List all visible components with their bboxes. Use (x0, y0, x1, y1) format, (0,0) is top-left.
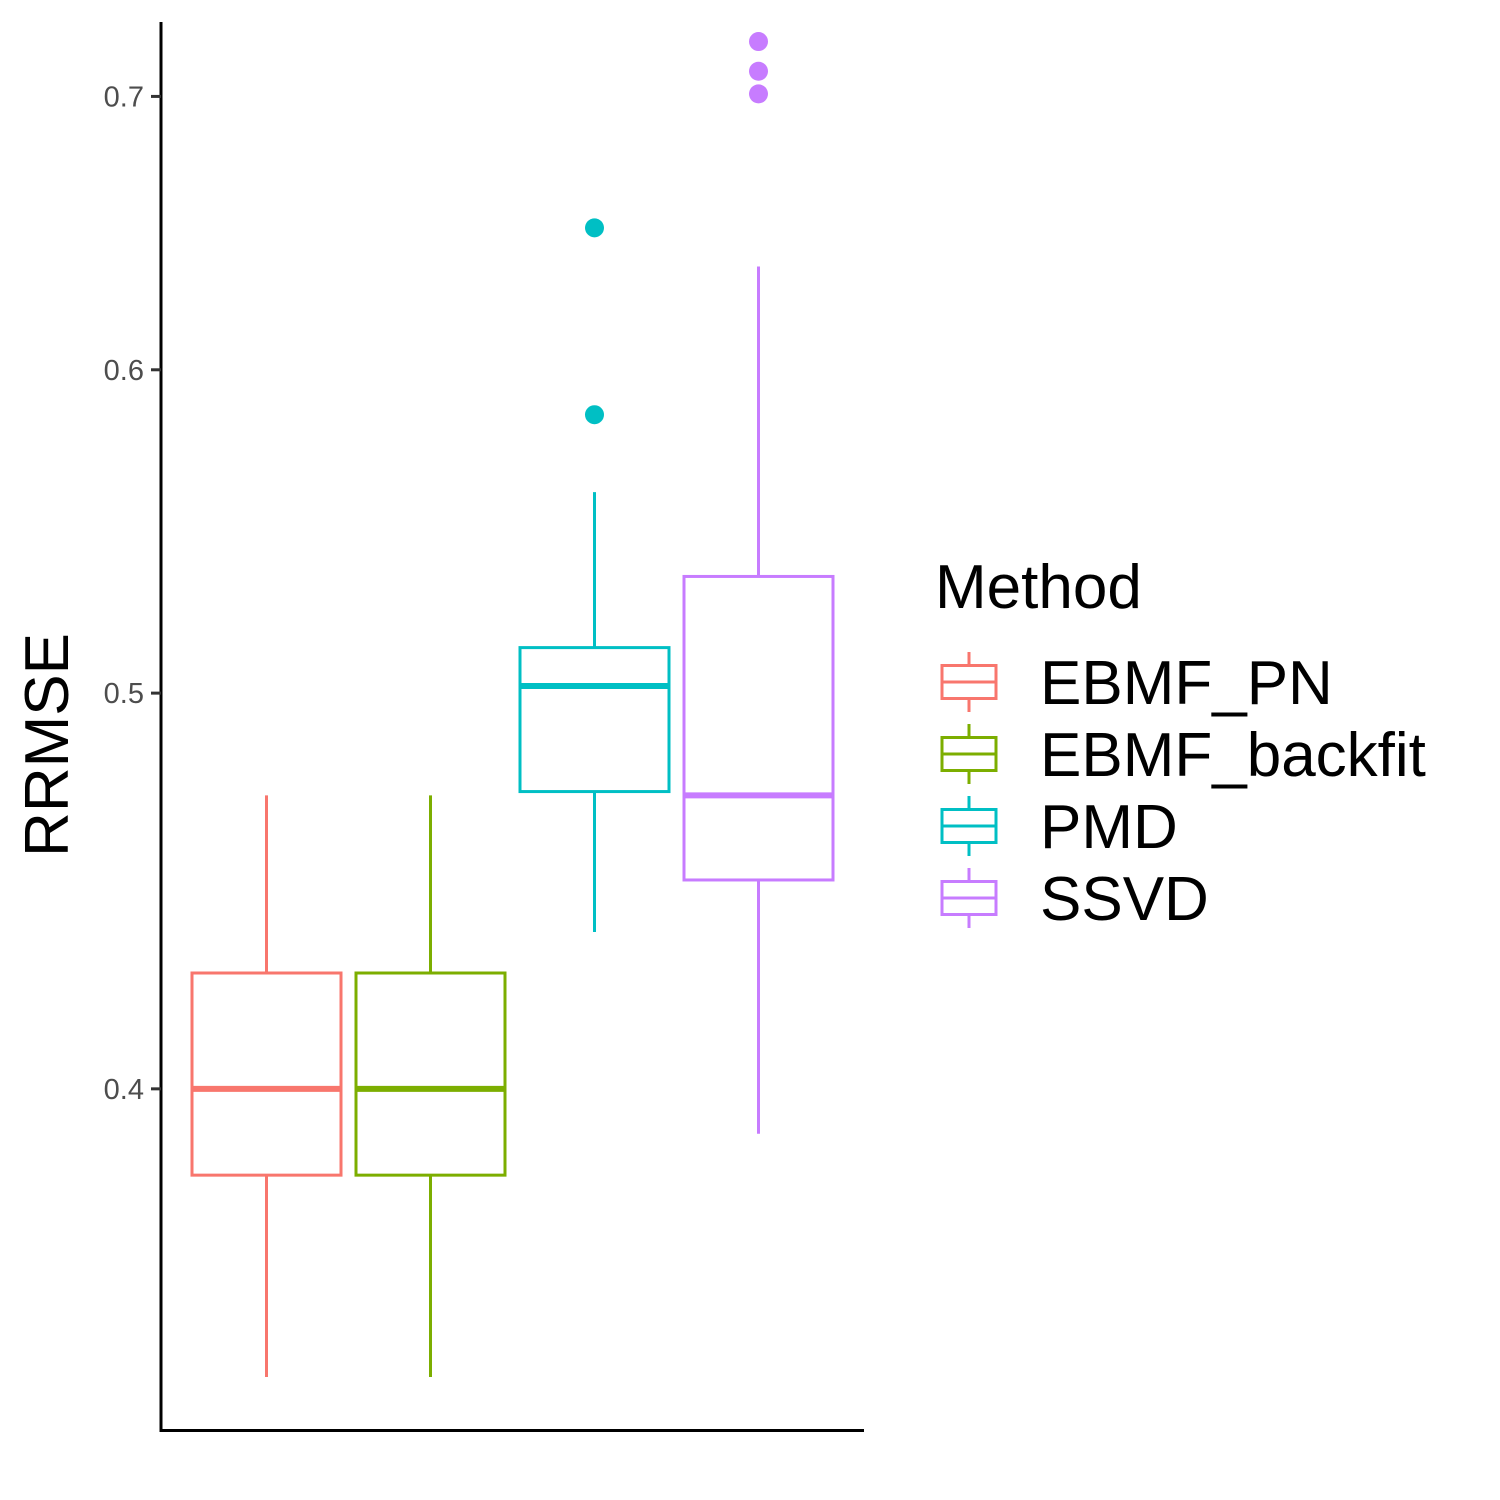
box-ebmf-backfit (354, 795, 507, 1378)
legend-item-ssvd: SSVD (940, 865, 1209, 934)
outlier-point (749, 61, 768, 81)
legend-label: PMD (1040, 793, 1178, 862)
box-ebmf-pn (190, 795, 343, 1378)
legend-label: EBMF_PN (1040, 649, 1333, 718)
outlier-point (749, 84, 768, 104)
y-tick-label: 0.7 (104, 81, 144, 113)
y-tick-label: 0.5 (104, 678, 144, 710)
legend-title: Method (935, 553, 1142, 622)
box-iqr (190, 971, 343, 1177)
box-iqr (682, 574, 835, 882)
legend-item-ebmf-pn: EBMF_PN (940, 649, 1333, 718)
box-pmd (518, 218, 671, 932)
y-tick-label: 0.4 (104, 1074, 144, 1106)
outlier-point (585, 218, 604, 238)
outlier-point (585, 405, 604, 425)
y-axis-title: RRMSE (13, 633, 82, 857)
outlier-point (749, 32, 768, 52)
legend-label: SSVD (1040, 865, 1209, 934)
box-iqr (354, 971, 507, 1177)
axes: 0.4 0.5 0.6 0.7 (104, 22, 864, 1432)
box-iqr (518, 646, 671, 794)
legend-item-pmd: PMD (940, 793, 1178, 862)
legend-item-ebmf-backfit: EBMF_backfit (940, 721, 1426, 790)
y-tick-label: 0.6 (104, 355, 144, 387)
plot-area (190, 32, 835, 1378)
box-ssvd (682, 32, 835, 1134)
legend-label: EBMF_backfit (1040, 721, 1426, 790)
